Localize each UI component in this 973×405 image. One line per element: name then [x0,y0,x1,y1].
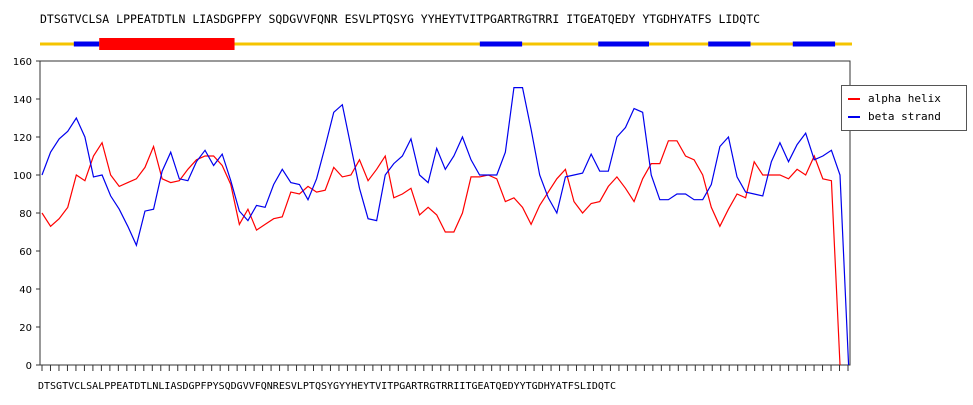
secondary-structure-track [40,38,852,50]
y-tick-label-6: 120 [13,133,32,144]
legend-item-alpha-helix: alpha helix [848,92,941,106]
track-baseline [40,42,852,46]
legend-swatch-alpha-helix [848,98,860,100]
y-tick-label-8: 160 [13,57,32,68]
plot-frame [39,60,851,366]
y-tick-label-0: 0 [26,361,32,372]
legend-label-alpha-helix: alpha helix [868,92,941,105]
y-tick-label-1: 20 [19,323,32,334]
y-tick-label-5: 100 [13,171,32,182]
strand-segment-0 [73,41,100,47]
x-axis-sequence-label: DTSGTVCLSALPPEATDTLNLIASDGPFPYSQDGVVFQNR… [38,381,616,392]
y-tick-label-4: 80 [19,209,32,220]
y-tick-label-3: 60 [19,247,32,258]
legend-item-beta-strand: beta strand [848,110,941,124]
strand-segment-1 [479,41,523,47]
y-tick-label-7: 140 [13,95,32,106]
chart: 0 20 40 60 80 100 120 140 160 [13,57,851,372]
legend-label-beta-strand: beta strand [868,110,941,123]
sequence-header: DTSGTVCLSA LPPEATDTLN LIASDGPFPY SQDGVVF… [40,12,761,26]
legend: alpha helix beta strand [841,85,967,131]
helix-segment-0 [99,38,235,50]
series-line-beta-strand [41,86,850,366]
strand-segment-4 [792,41,836,47]
legend-swatch-beta-strand [848,116,860,118]
strand-segment-3 [708,41,751,47]
strand-segment-2 [598,41,649,47]
y-tick-label-2: 40 [19,285,32,296]
